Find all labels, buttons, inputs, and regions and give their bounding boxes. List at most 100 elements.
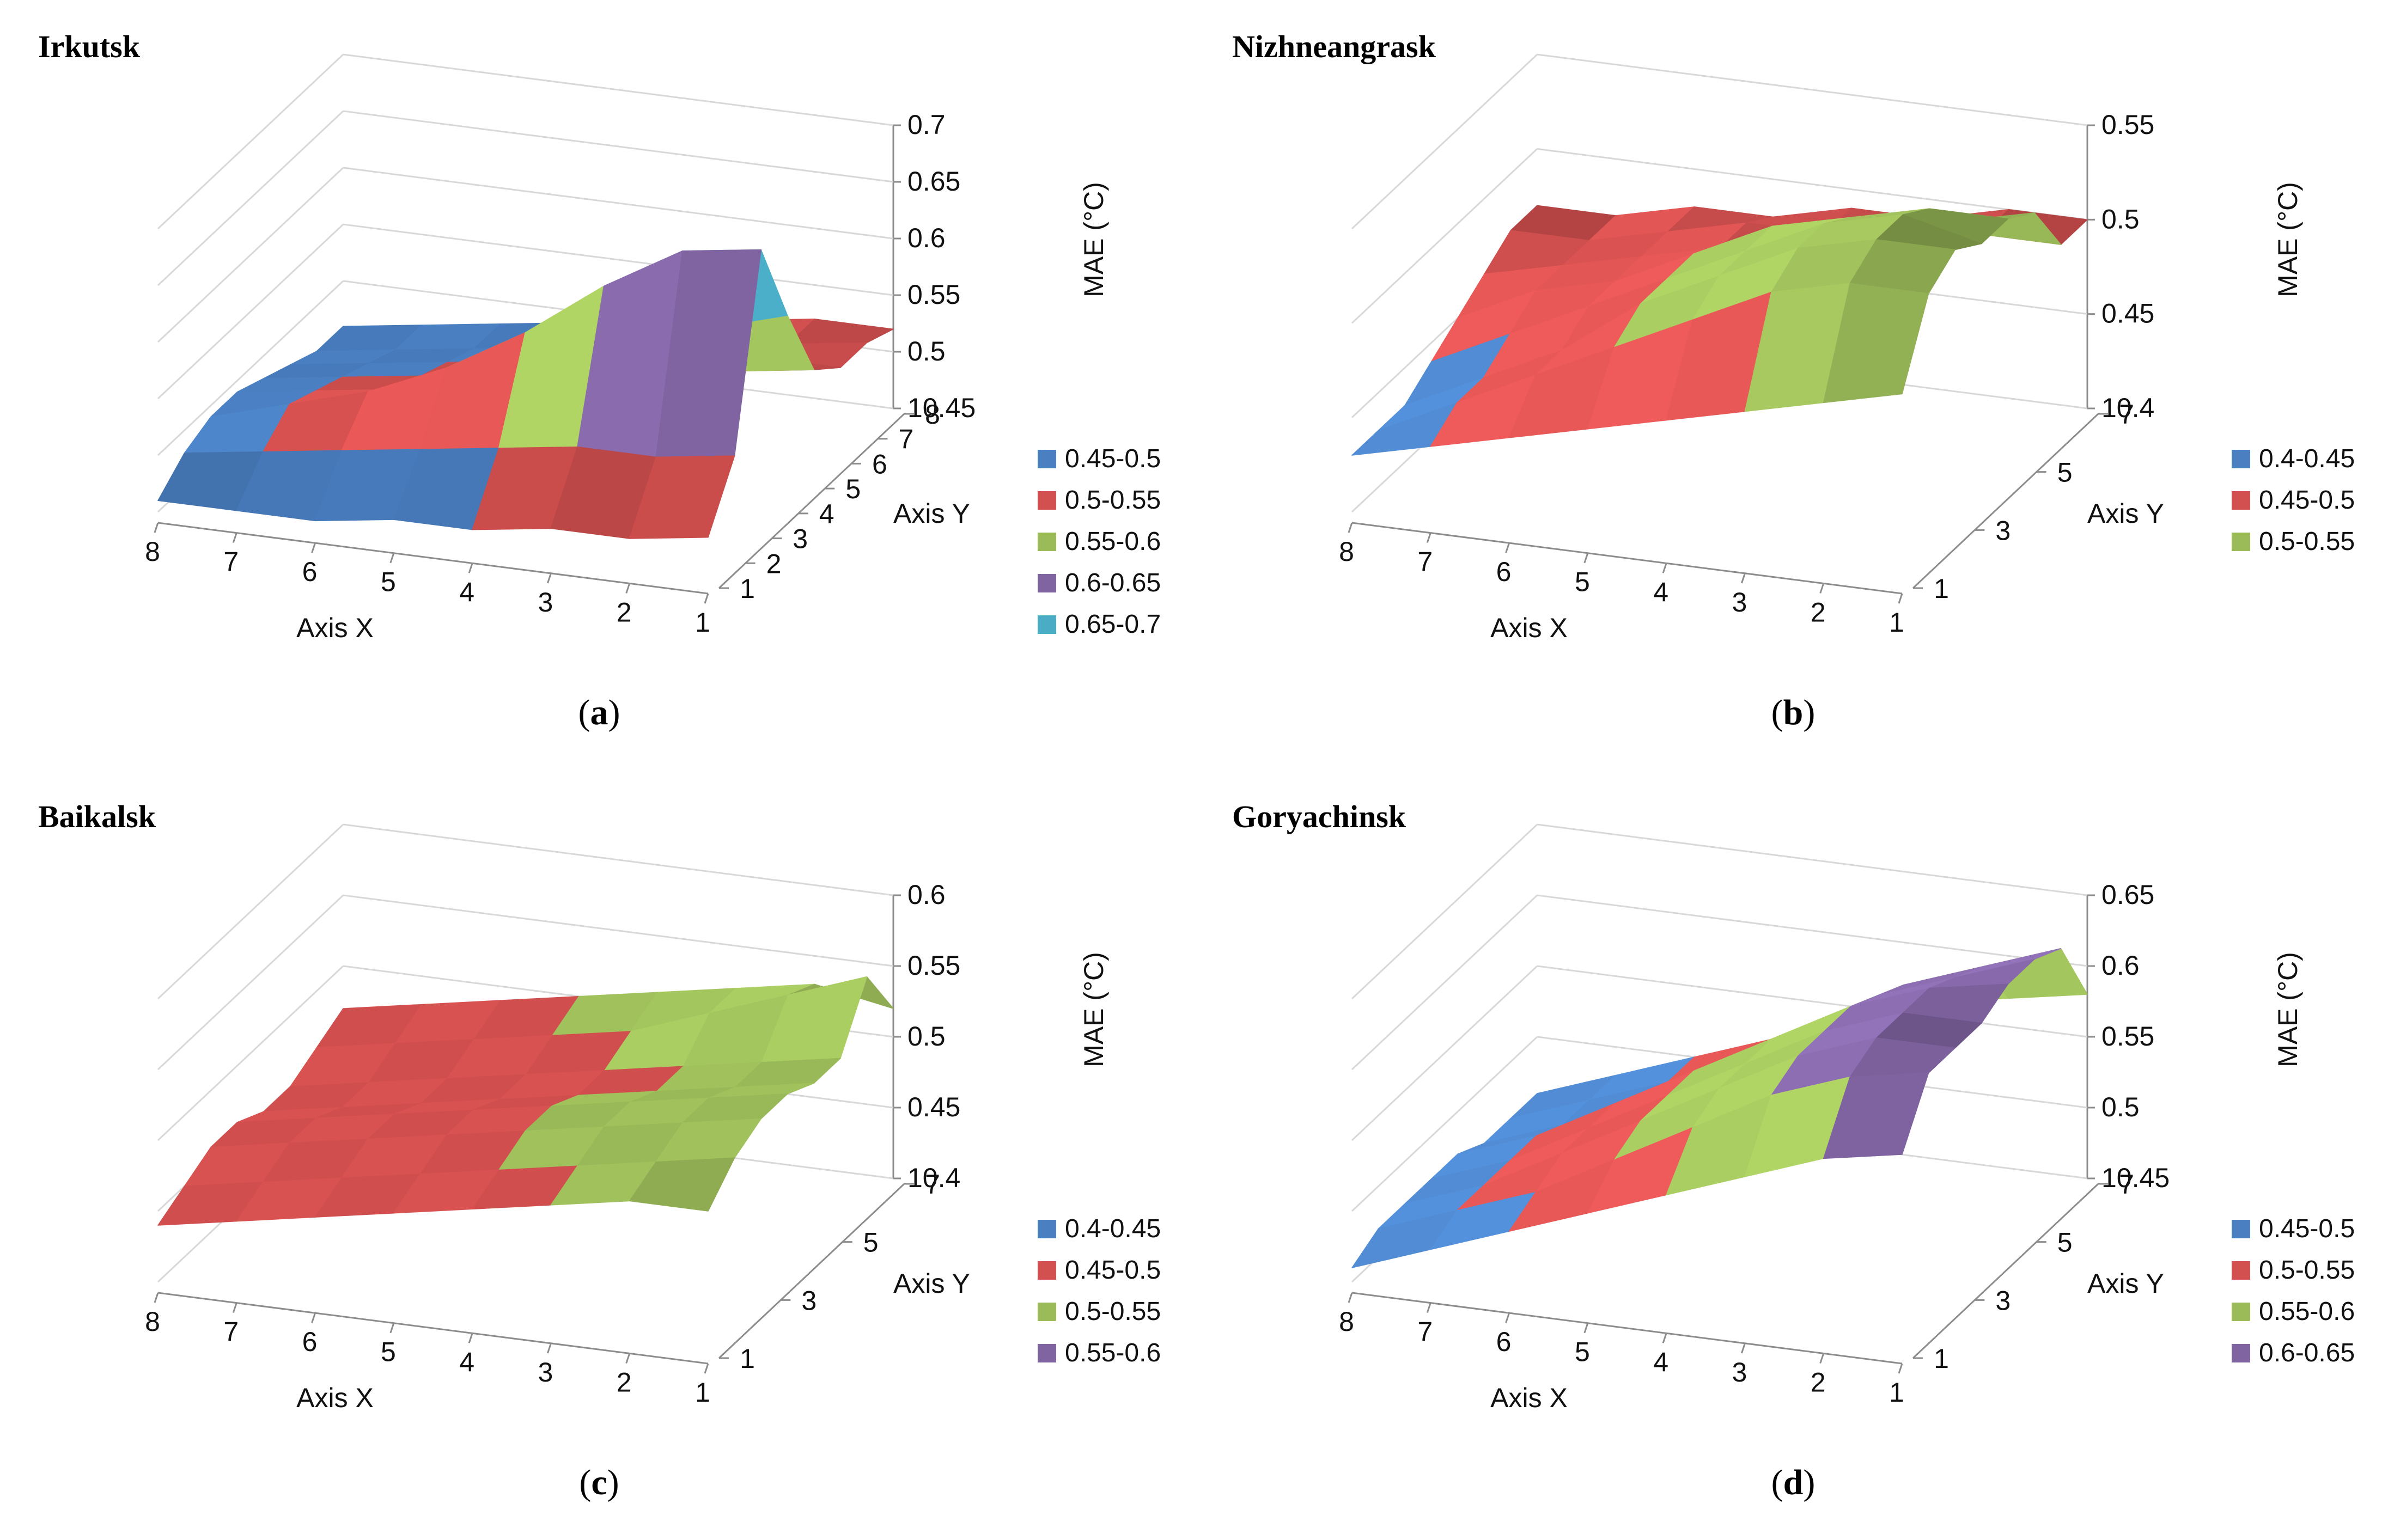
x-tick-label: 7	[223, 1317, 239, 1347]
x-tick-mark	[547, 573, 552, 584]
legend-swatch	[1038, 533, 1056, 551]
z-axis-title: MAE (°C)	[2273, 952, 2303, 1067]
z-gridline	[1537, 53, 2088, 126]
x-tick-mark	[1662, 1333, 1667, 1343]
x-tick-label: 5	[1575, 1337, 1590, 1367]
legend-label: 0.55-0.6	[1065, 1339, 1161, 1367]
chart-title: Irkutsk	[38, 29, 141, 64]
z-gridline-side	[157, 110, 344, 286]
legend-label: 0.45-0.5	[2259, 1214, 2355, 1243]
z-tick-label: 0.5	[907, 336, 946, 366]
z-tick-label: 0.65	[2101, 879, 2154, 910]
z-tick-label: 0.65	[907, 166, 960, 197]
x-tick-mark	[1348, 522, 1353, 533]
x-tick-mark	[547, 1343, 552, 1354]
z-tick-label: 0.6	[2101, 950, 2140, 981]
y-tick-label: 7	[2119, 1169, 2134, 1200]
x-tick-label: 2	[1811, 597, 1826, 627]
z-gridline	[343, 53, 894, 126]
x-tick-mark	[625, 583, 631, 594]
legend-swatch	[2232, 533, 2250, 551]
z-gridline-side	[1351, 823, 1538, 1000]
z-gridline	[1537, 965, 2088, 1038]
z-gridline-side	[1351, 965, 1538, 1141]
legend-label: 0.55-0.6	[2259, 1297, 2355, 1326]
x-axis-line	[157, 1292, 709, 1365]
x-tick-label: 2	[1811, 1367, 1826, 1397]
figure-caption: (b)	[1771, 693, 1816, 732]
x-tick-label: 5	[381, 1337, 396, 1367]
y-tick-label: 3	[1995, 1285, 2011, 1316]
y-axis-title: Axis Y	[2087, 498, 2164, 529]
figure-caption: (d)	[1771, 1463, 1816, 1502]
y-tick-label: 7	[899, 424, 914, 455]
x-axis-line	[157, 522, 709, 595]
x-tick-label: 8	[1339, 536, 1354, 567]
legend-label: 0.45-0.5	[2259, 486, 2355, 515]
x-tick-label: 3	[1732, 587, 1747, 618]
x-tick-mark	[154, 1292, 159, 1303]
z-tick-label: 0.45	[2101, 298, 2154, 329]
y-axis-line	[718, 413, 905, 589]
chart-nizhneangrask: 10.4 0.45 0.5 0.55 8 7 6 5 4 3 2 1 Axis X 1 3 5 7 Axis Y M…	[1232, 29, 2355, 732]
x-tick-mark	[1898, 593, 1903, 604]
y-tick-label: 1	[1934, 1343, 1949, 1374]
legend-swatch	[2232, 1303, 2250, 1321]
y-axis-line	[1912, 1183, 2099, 1359]
x-tick-label: 1	[695, 1377, 710, 1408]
x-tick-label: 6	[302, 1327, 318, 1357]
legend-swatch	[2232, 450, 2250, 468]
z-gridline-side	[157, 894, 344, 1071]
z-tick-label: 10.45	[907, 393, 976, 423]
z-tick-label: 0.5	[2101, 1092, 2140, 1122]
y-tick-label: 3	[801, 1285, 817, 1316]
z-gridline	[1537, 148, 2088, 221]
x-tick-label: 6	[1496, 1327, 1512, 1357]
legend-swatch	[1038, 450, 1056, 468]
y-tick-label: 4	[819, 499, 834, 529]
y-tick-label: 7	[925, 1169, 940, 1200]
z-axis-title: MAE (°C)	[1079, 182, 1109, 297]
x-tick-mark	[1505, 1312, 1510, 1323]
y-tick-label: 6	[872, 449, 887, 479]
x-tick-label: 8	[145, 1306, 160, 1337]
y-axis-title: Axis Y	[2087, 1268, 2164, 1299]
legend-label: 0.4-0.45	[2259, 444, 2355, 473]
legend-swatch	[1038, 1344, 1056, 1362]
y-tick-label: 1	[1934, 573, 1949, 604]
z-gridline-side	[157, 823, 344, 1000]
x-axis-line	[1351, 522, 1903, 595]
x-tick-label: 4	[459, 1347, 474, 1377]
z-gridline	[1537, 894, 2088, 967]
z-tick-label: 0.55	[907, 279, 960, 310]
x-tick-mark	[1819, 1353, 1825, 1364]
legend-swatch	[1038, 491, 1056, 510]
y-tick-label: 5	[2057, 1227, 2073, 1258]
z-gridline-side	[1351, 894, 1538, 1071]
x-tick-mark	[704, 1363, 709, 1374]
legend-swatch	[1038, 1261, 1056, 1280]
legend-label: 0.45-0.5	[1065, 444, 1161, 473]
y-tick-label: 5	[845, 474, 861, 504]
z-tick-label: 0.55	[2101, 109, 2154, 140]
x-tick-mark	[154, 522, 159, 533]
z-gridline-side	[157, 280, 344, 456]
y-axis-title: Axis Y	[893, 1268, 970, 1299]
panel-nizhneangrask: 10.4 0.45 0.5 0.55 8 7 6 5 4 3 2 1 Axis X 1 3 5 7 Axis Y M…	[1194, 0, 2388, 770]
x-axis-title: Axis X	[1490, 613, 1568, 643]
x-tick-label: 5	[1575, 567, 1590, 597]
y-tick-label: 5	[2057, 457, 2073, 488]
chart-baikalsk: 10.4 0.45 0.5 0.55 0.6 8 7 6 5 4 3 2 1 Axis X 1 3 5 7 Axis…	[38, 799, 1161, 1502]
legend-label: 0.5-0.55	[1065, 486, 1161, 515]
x-tick-label: 8	[145, 536, 160, 567]
x-axis-line	[1351, 1292, 1903, 1365]
x-tick-mark	[1426, 533, 1431, 543]
x-tick-label: 4	[459, 577, 474, 607]
z-tick-label: 0.5	[907, 1021, 946, 1052]
y-tick-label: 1	[740, 573, 755, 604]
surface-facet	[1823, 1072, 1929, 1159]
x-axis-title: Axis X	[296, 1383, 374, 1413]
x-tick-label: 2	[617, 1367, 632, 1397]
x-tick-label: 2	[617, 597, 632, 627]
legend-label: 0.55-0.6	[1065, 527, 1161, 556]
